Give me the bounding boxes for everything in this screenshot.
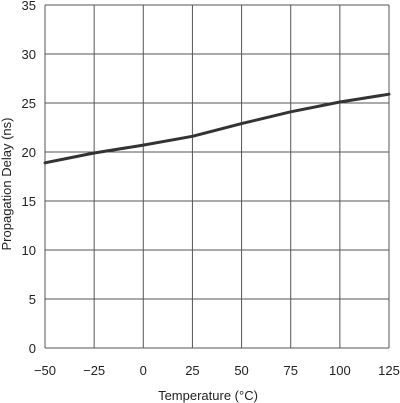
x-tick-label: 0 xyxy=(140,363,147,378)
x-tick-label: 125 xyxy=(378,363,400,378)
tick-labels: −50 −25 0 25 50 75 100 125 0 5 10 15 20 25 30 35 xyxy=(22,0,400,378)
y-tick-label: 10 xyxy=(22,243,36,258)
x-tick-label: 25 xyxy=(185,363,199,378)
x-tick-label: 100 xyxy=(329,363,351,378)
y-tick-label: 30 xyxy=(22,47,36,62)
x-tick-label: −50 xyxy=(34,363,56,378)
y-tick-label: 15 xyxy=(22,194,36,209)
x-tick-label: 50 xyxy=(234,363,248,378)
y-tick-label: 35 xyxy=(22,0,36,13)
x-tick-label: 75 xyxy=(283,363,297,378)
y-tick-label: 25 xyxy=(22,96,36,111)
y-tick-label: 5 xyxy=(29,292,36,307)
y-tick-label: 0 xyxy=(29,341,36,356)
y-tick-label: 20 xyxy=(22,145,36,160)
grid xyxy=(44,4,390,349)
plot-series xyxy=(43,92,391,165)
x-tick-label: −25 xyxy=(83,363,105,378)
x-axis-label: Temperature (°C) xyxy=(158,388,258,403)
series-line xyxy=(43,92,391,165)
y-axis-label: Propagation Delay (ns) xyxy=(0,118,14,251)
